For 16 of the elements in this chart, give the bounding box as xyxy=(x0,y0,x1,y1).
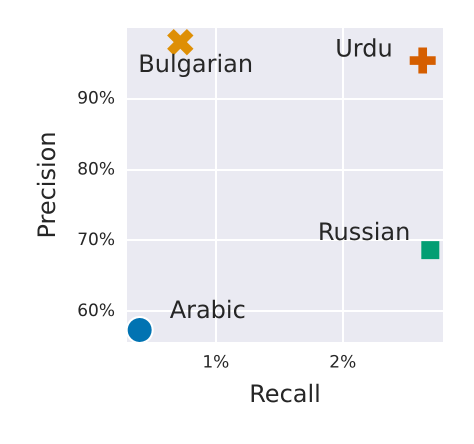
point xyxy=(421,241,440,260)
series-label: Urdu xyxy=(335,34,393,63)
x-axis-title: Recall xyxy=(249,380,321,408)
y-tick-label: 60% xyxy=(77,300,115,321)
series-label: Bulgarian xyxy=(138,50,254,78)
x-tick-label: 2% xyxy=(329,352,356,372)
point xyxy=(167,28,194,56)
y-axis-title: Precision xyxy=(33,131,61,239)
series-label: Russian xyxy=(318,218,410,246)
y-tick-label: 70% xyxy=(77,230,115,250)
series-label: Arabic xyxy=(170,296,246,324)
y-tick-label: 80% xyxy=(77,159,115,180)
x-tick-label: 1% xyxy=(202,352,230,372)
y-tick-label: 90% xyxy=(77,88,115,109)
point xyxy=(410,48,436,74)
point xyxy=(126,316,154,344)
